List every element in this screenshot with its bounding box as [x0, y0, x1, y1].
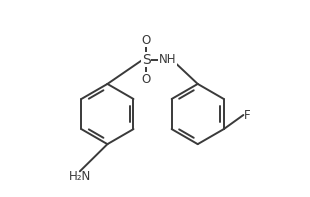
- Text: F: F: [244, 109, 251, 122]
- Text: O: O: [142, 72, 151, 85]
- Text: O: O: [142, 34, 151, 47]
- Text: NH: NH: [159, 53, 176, 66]
- Text: H₂N: H₂N: [69, 170, 91, 183]
- Text: S: S: [142, 53, 151, 67]
